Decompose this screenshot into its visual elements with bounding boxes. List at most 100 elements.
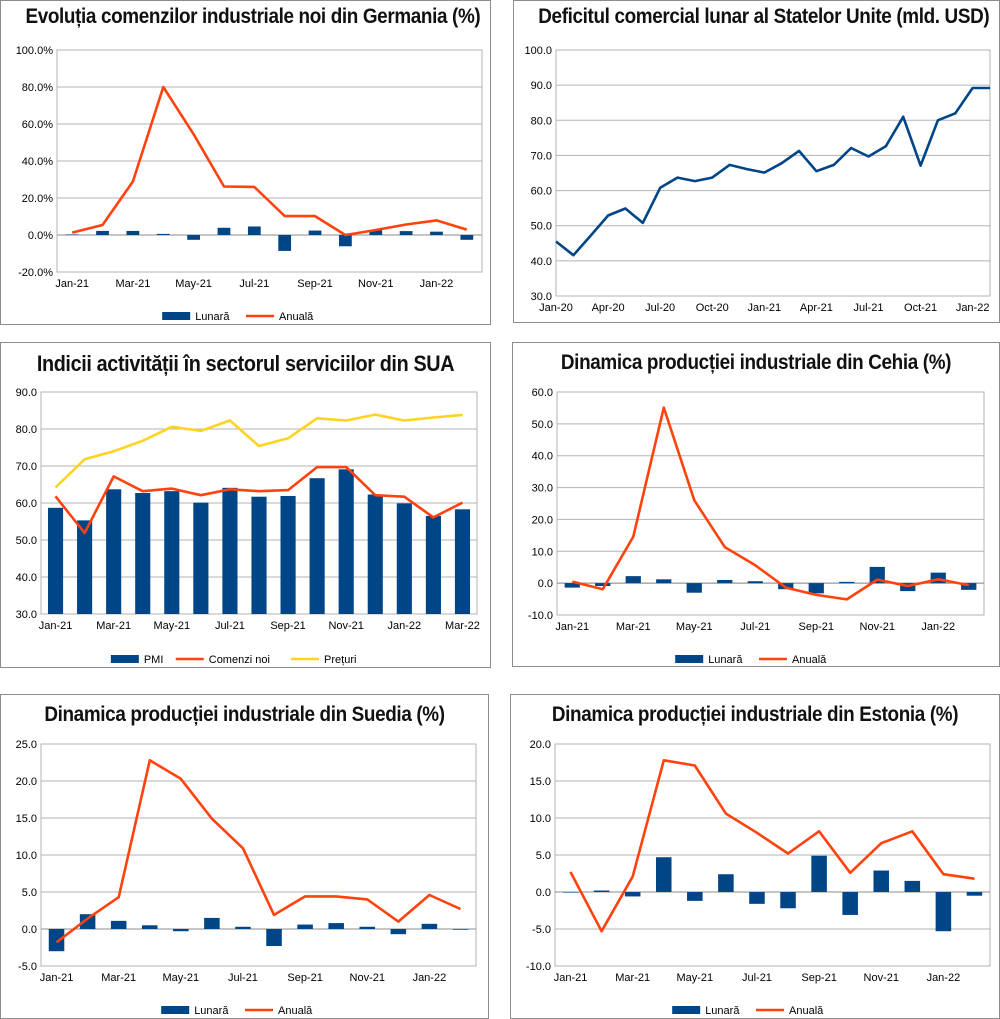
x-tick-label: May-21 <box>676 972 713 984</box>
x-tick-label: Oct-21 <box>904 302 937 314</box>
bar-czech <box>961 583 977 590</box>
y-tick-label: 10.0 <box>532 546 553 558</box>
bar-usa-services <box>280 495 296 614</box>
y-tick-label: 25.0 <box>16 739 37 751</box>
bar-germany <box>187 235 200 240</box>
y-tick-label: 90.0 <box>16 387 37 399</box>
bar-germany <box>460 235 474 240</box>
legend-label: Comenzi noi <box>209 654 270 666</box>
bar-sweden <box>141 925 158 929</box>
x-tick-label: Jan-21 <box>554 972 588 984</box>
y-tick-label: 10.0 <box>16 850 37 862</box>
bar-czech <box>930 572 946 584</box>
x-tick-label: Jan-22 <box>388 620 422 632</box>
series-line <box>55 759 462 944</box>
bar-germany <box>399 231 413 235</box>
x-tick-label: Oct-20 <box>696 302 729 314</box>
y-tick-label: 50.0 <box>16 535 37 547</box>
x-tick-label: Apr-21 <box>800 302 833 314</box>
x-tick-label: Apr-20 <box>592 302 625 314</box>
bar-czech <box>656 579 672 584</box>
chart-title: Dinamica producției industriale din Sued… <box>44 703 445 726</box>
y-tick-label: 0.0% <box>28 230 53 242</box>
chart-panel-usa-services: Indicii activității în sectorul servicii… <box>0 342 491 668</box>
chart-title: Deficitul comercial lunar al Statelor Un… <box>538 5 990 28</box>
y-tick-label: 80.0% <box>22 82 53 94</box>
bar-sweden <box>297 924 313 929</box>
y-tick-label: 20.0 <box>532 514 553 526</box>
x-tick-label: May-21 <box>153 620 190 632</box>
bar-estonia <box>904 880 921 892</box>
x-tick-label: Sep-21 <box>297 278 332 290</box>
bar-estonia <box>842 892 858 915</box>
legend-label: Anuală <box>279 311 314 323</box>
chart-estonia: -10.0 -5.0 0.0 5.0 10.0 15.0 20.0 Jan-21 Mar-21 M… <box>526 739 991 1017</box>
chart-title: Dinamica producției industriale din Cehi… <box>560 351 952 374</box>
legend-label: Lunară <box>195 311 230 323</box>
x-tick-label: Jan-21 <box>55 278 89 290</box>
y-tick-label: 15.0 <box>16 813 37 825</box>
y-tick-label: 50.0 <box>531 221 552 233</box>
bar-usa-services <box>425 515 441 614</box>
series-line <box>569 759 975 933</box>
legend-label: Anuală <box>789 1005 824 1017</box>
series-line <box>71 85 468 237</box>
y-tick-label: 5.0 <box>22 887 37 899</box>
y-tick-label: 30.0 <box>16 609 37 621</box>
bar-germany <box>126 230 140 235</box>
x-tick-label: Jan-22 <box>413 972 447 984</box>
y-tick-label: 60.0% <box>22 119 53 131</box>
x-tick-label: Jan-20 <box>539 302 573 314</box>
chart-czech: -10.0 0.0 10.0 20.0 30.0 40.0 50.0 60.0 Jan-21 Ma… <box>528 387 985 666</box>
y-tick-label: 50.0 <box>532 419 553 431</box>
bar-usa-services <box>164 491 180 614</box>
y-tick-label: -10.0 <box>528 610 553 622</box>
series-line <box>54 413 463 489</box>
x-tick-label: Sep-21 <box>799 621 834 633</box>
legend-swatch <box>162 312 191 320</box>
plot-frame <box>556 391 985 616</box>
x-tick-label: May-21 <box>175 278 212 290</box>
bar-estonia <box>749 892 765 904</box>
bar-sweden <box>173 929 189 932</box>
chart-title: Dinamica producției industriale din Esto… <box>551 703 959 726</box>
y-tick-label: 100.0 <box>524 45 552 57</box>
x-tick-label: Jan-22 <box>420 278 454 290</box>
legend-label: Prețuri <box>324 654 356 666</box>
legend-swatch <box>110 655 139 663</box>
x-tick-label: Nov-21 <box>358 278 393 290</box>
x-tick-label: Jul-21 <box>215 620 245 632</box>
bar-usa-services <box>77 520 93 614</box>
chart-germany: -20.0% 0.0% 20.0% 40.0% 60.0% 80.0% 100.0% Jan-… <box>16 45 483 323</box>
bar-germany <box>65 234 79 236</box>
series-line <box>571 406 970 601</box>
bar-sweden <box>266 929 282 947</box>
x-tick-label: Mar-21 <box>96 620 131 632</box>
x-tick-label: Jul-21 <box>742 972 772 984</box>
bar-sweden <box>204 917 220 929</box>
chart-title: Indicii activității în sectorul servicii… <box>36 351 455 376</box>
y-tick-label: 40.0 <box>531 256 552 268</box>
y-tick-label: 90.0 <box>531 80 552 92</box>
legend-swatch <box>672 1006 701 1014</box>
legend-label: Lunară <box>708 654 743 666</box>
bar-sweden <box>452 929 469 930</box>
x-tick-label: Jan-21 <box>555 621 589 633</box>
bar-sweden <box>48 929 65 952</box>
x-tick-label: Sep-21 <box>270 620 305 632</box>
y-tick-label: -5.0 <box>532 924 551 936</box>
bar-czech <box>625 576 641 584</box>
x-tick-label: May-21 <box>676 621 713 633</box>
bar-germany <box>278 235 292 251</box>
y-tick-label: 40.0 <box>532 451 553 463</box>
y-tick-label: 10.0 <box>530 813 551 825</box>
chart-panel-czech: Dinamica producției industriale din Cehi… <box>512 342 1000 667</box>
chart-title: Evoluția comenzilor industriale noi din … <box>25 5 481 28</box>
x-tick-label: Jul-21 <box>853 302 883 314</box>
bar-usa-services <box>193 502 209 614</box>
bar-usa-services <box>338 469 354 614</box>
x-tick-label: Nov-21 <box>860 621 895 633</box>
bar-estonia <box>935 892 952 932</box>
bar-germany <box>96 230 109 235</box>
plot-frame <box>554 743 991 967</box>
